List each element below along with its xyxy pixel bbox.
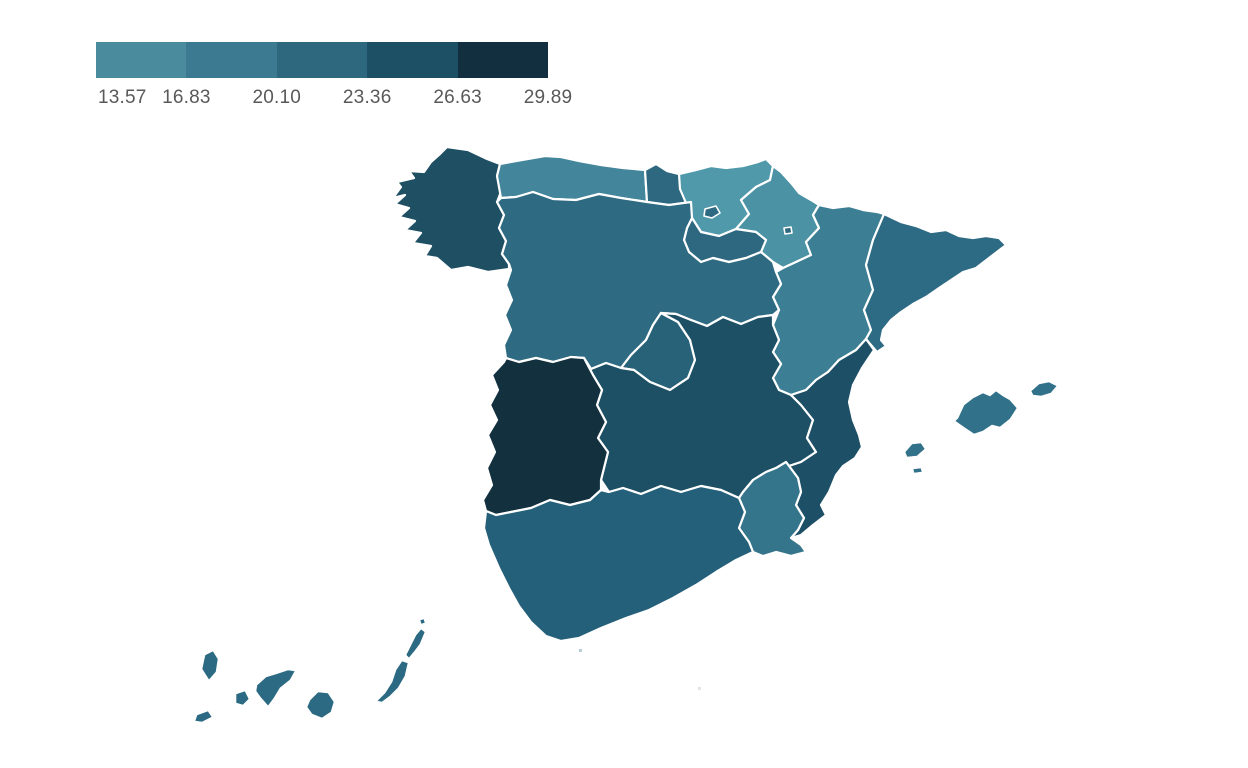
region-petilla-enclave[interactable]: Enclave junto a Navarra <box>783 226 793 235</box>
region-tiny-islet-alboran: Faint tiny islet (Alborán area) <box>698 687 701 690</box>
choropleth-legend: 13.57 16.83 20.10 23.36 26.63 29.89 <box>96 42 572 110</box>
region-catalonia[interactable]: Cataluña <box>862 212 1008 354</box>
region-balearic-islands[interactable]: Illes Balears <box>904 381 1058 474</box>
legend-swatch-4 <box>457 42 549 78</box>
region-trevino-enclave[interactable]: Enclave de Treviño (Castilla y León) <box>703 205 721 219</box>
region-murcia[interactable]: Región de Murcia <box>737 460 808 558</box>
legend-swatch-2 <box>276 42 368 78</box>
region-tiny-islet-south: Tiny islet off southern coast <box>579 649 582 652</box>
legend-tick-label-4: 26.63 <box>433 87 482 108</box>
region-canary-islands[interactable]: Canarias <box>194 618 426 723</box>
legend-color-bar <box>96 42 549 78</box>
region-andalusia[interactable]: Andalucía <box>482 484 755 643</box>
legend-swatch-3 <box>367 42 458 78</box>
legend-tick-label-0: 13.57 <box>98 87 147 108</box>
legend-swatch-1 <box>186 42 277 78</box>
legend-swatch-0 <box>96 42 187 78</box>
legend-tick-label-3: 23.36 <box>342 87 392 108</box>
legend-tick-labels: 13.57 16.83 20.10 23.36 26.63 29.89 <box>96 86 572 110</box>
legend-tick-label-1: 16.83 <box>162 87 211 108</box>
legend-tick-label-2: 20.10 <box>252 87 302 108</box>
region-extremadura[interactable]: Extremadura <box>481 355 610 517</box>
region-galicia[interactable]: Galicia <box>391 145 511 274</box>
legend-tick-label-5: 29.89 <box>523 87 573 108</box>
